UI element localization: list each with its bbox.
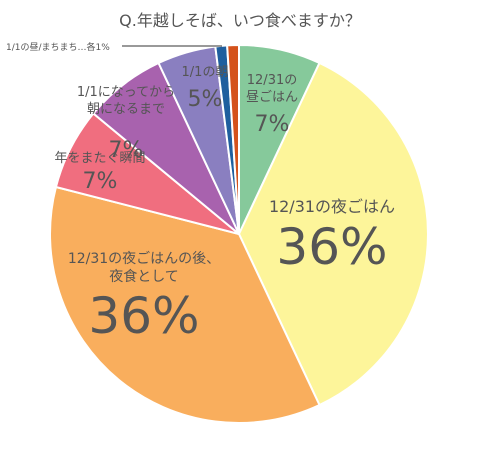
slice-label: 朝になるまで: [87, 102, 165, 117]
pie-slice: [49, 185, 321, 424]
slice-label: 1/1になってから: [77, 85, 175, 100]
slice-value-label: 36%: [88, 287, 199, 345]
pie-slices: [49, 43, 429, 424]
slice-label: 12/31の: [247, 73, 297, 88]
slice-value-label: 7%: [83, 169, 118, 194]
slice-value-label: 7%: [255, 112, 290, 137]
slice-label: 夜食として: [109, 268, 179, 285]
chart-title: Q.年越しそば、いつ食べますか？: [119, 11, 361, 30]
pie-slice: [237, 61, 429, 407]
slice-label: 12/31の夜ごはんの後、: [68, 251, 220, 267]
slice-value-label: 7%: [109, 138, 144, 163]
pie-slice: [226, 43, 240, 235]
slice-label: 年をまたぐ瞬間: [54, 151, 145, 166]
slice-value-label: 36%: [276, 218, 387, 276]
slice-value-label: 5%: [188, 87, 223, 112]
slice-label: 1/1の朝: [182, 65, 229, 80]
slice-label: 昼ごはん: [246, 89, 298, 105]
annotation-small-slices: 1/1の昼/まちまち…各1%: [6, 41, 110, 53]
slice-label: 12/31の夜ごはん: [269, 197, 395, 216]
